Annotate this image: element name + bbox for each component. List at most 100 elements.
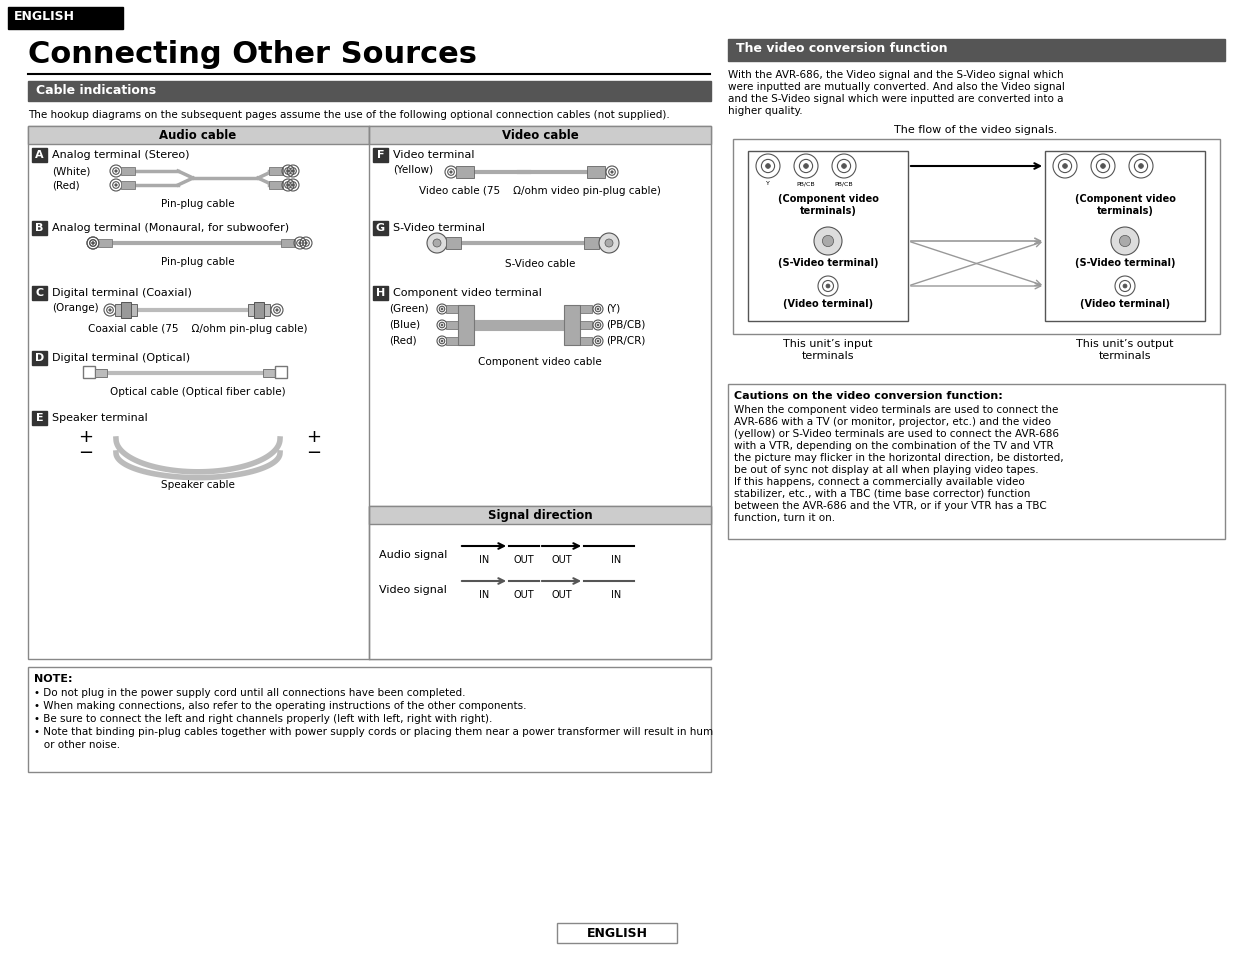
Text: −: − bbox=[306, 443, 321, 461]
Bar bbox=[369, 127, 711, 145]
Circle shape bbox=[305, 243, 308, 245]
Text: This unit’s input
terminals: This unit’s input terminals bbox=[783, 338, 873, 361]
Circle shape bbox=[291, 171, 294, 173]
Text: B: B bbox=[36, 223, 43, 233]
Bar bbox=[748, 152, 908, 322]
Bar bbox=[446, 237, 461, 250]
Circle shape bbox=[433, 240, 441, 248]
Circle shape bbox=[1062, 165, 1067, 170]
Circle shape bbox=[597, 325, 599, 327]
Text: Cable indications: Cable indications bbox=[36, 84, 156, 97]
Text: (PR/CR): (PR/CR) bbox=[606, 335, 646, 346]
Text: ENGLISH: ENGLISH bbox=[587, 926, 647, 939]
Text: This unit’s output
terminals: This unit’s output terminals bbox=[1076, 338, 1173, 361]
Circle shape bbox=[766, 165, 771, 170]
Circle shape bbox=[1123, 285, 1128, 289]
Circle shape bbox=[611, 172, 614, 174]
Bar bbox=[28, 667, 711, 772]
Bar bbox=[98, 240, 112, 248]
Text: (Video terminal): (Video terminal) bbox=[1079, 298, 1170, 309]
Bar bbox=[587, 167, 605, 179]
Text: G: G bbox=[375, 223, 385, 233]
Text: AVR-686 with a TV (or monitor, projector, etc.) and the video: AVR-686 with a TV (or monitor, projector… bbox=[734, 416, 1051, 427]
Bar bbox=[32, 412, 47, 426]
Text: The hookup diagrams on the subsequent pages assume the use of the following opti: The hookup diagrams on the subsequent pa… bbox=[28, 110, 669, 120]
Bar bbox=[282, 240, 295, 248]
Text: Pin-plug cable: Pin-plug cable bbox=[162, 199, 235, 209]
Text: (S-Video terminal): (S-Video terminal) bbox=[1074, 257, 1176, 268]
Text: −: − bbox=[78, 443, 93, 461]
Text: terminals): terminals) bbox=[799, 206, 856, 215]
Text: Video cable: Video cable bbox=[501, 129, 578, 142]
Bar bbox=[369, 506, 711, 659]
Text: Signal direction: Signal direction bbox=[488, 509, 593, 521]
Text: (Blue): (Blue) bbox=[389, 319, 420, 330]
Text: C: C bbox=[36, 288, 43, 297]
Text: OUT: OUT bbox=[552, 555, 572, 564]
Circle shape bbox=[91, 243, 94, 245]
Bar bbox=[275, 367, 287, 378]
Circle shape bbox=[597, 309, 599, 311]
Text: IN: IN bbox=[611, 555, 621, 564]
Text: E: E bbox=[36, 413, 43, 422]
Circle shape bbox=[605, 240, 613, 248]
Bar bbox=[269, 182, 283, 190]
Bar bbox=[580, 337, 592, 346]
Text: H: H bbox=[375, 288, 385, 297]
Circle shape bbox=[599, 233, 619, 253]
Text: and the S-Video signal which were inputted are converted into a: and the S-Video signal which were inputt… bbox=[727, 94, 1063, 104]
Text: • Do not plug in the power supply cord until all connections have been completed: • Do not plug in the power supply cord u… bbox=[35, 687, 466, 698]
Text: higher quality.: higher quality. bbox=[727, 106, 803, 116]
Text: +: + bbox=[78, 428, 93, 446]
Bar bbox=[254, 303, 264, 318]
Circle shape bbox=[441, 309, 443, 311]
Text: OUT: OUT bbox=[514, 555, 535, 564]
Bar bbox=[727, 385, 1225, 539]
Circle shape bbox=[427, 233, 447, 253]
Text: The video conversion function: The video conversion function bbox=[736, 42, 947, 55]
Bar bbox=[446, 306, 458, 314]
Text: F: F bbox=[377, 150, 384, 160]
Circle shape bbox=[291, 185, 294, 187]
Text: Coaxial cable (75    Ω/ohm pin-plug cable): Coaxial cable (75 Ω/ohm pin-plug cable) bbox=[88, 324, 308, 334]
Text: If this happens, connect a commercially available video: If this happens, connect a commercially … bbox=[734, 476, 1025, 486]
Text: (Component video: (Component video bbox=[778, 193, 878, 204]
Circle shape bbox=[115, 171, 117, 173]
Text: When the component video terminals are used to connect the: When the component video terminals are u… bbox=[734, 405, 1058, 415]
Bar bbox=[32, 352, 47, 366]
Bar bbox=[580, 322, 592, 330]
Bar bbox=[121, 168, 135, 175]
Circle shape bbox=[91, 243, 94, 245]
Text: S-Video cable: S-Video cable bbox=[505, 258, 576, 269]
Bar bbox=[369, 506, 711, 524]
Text: Video terminal: Video terminal bbox=[393, 150, 474, 160]
Text: Audio cable: Audio cable bbox=[159, 129, 237, 142]
Text: D: D bbox=[35, 353, 44, 363]
Text: stabilizer, etc., with a TBC (time base corrector) function: stabilizer, etc., with a TBC (time base … bbox=[734, 489, 1030, 498]
Bar bbox=[121, 182, 135, 190]
Bar bbox=[580, 306, 592, 314]
Text: A: A bbox=[35, 150, 43, 160]
Text: be out of sync not display at all when playing video tapes.: be out of sync not display at all when p… bbox=[734, 464, 1039, 475]
Text: NOTE:: NOTE: bbox=[35, 673, 73, 683]
Text: between the AVR-686 and the VTR, or if your VTR has a TBC: between the AVR-686 and the VTR, or if y… bbox=[734, 500, 1047, 511]
Circle shape bbox=[1112, 228, 1139, 255]
Text: • When making connections, also refer to the operating instructions of the other: • When making connections, also refer to… bbox=[35, 700, 526, 710]
Text: IN: IN bbox=[611, 589, 621, 599]
Text: (Video terminal): (Video terminal) bbox=[783, 298, 873, 309]
Text: Analog terminal (Stereo): Analog terminal (Stereo) bbox=[52, 150, 189, 160]
Circle shape bbox=[823, 236, 834, 248]
Text: With the AVR-686, the Video signal and the S-Video signal which: With the AVR-686, the Video signal and t… bbox=[727, 70, 1063, 80]
Text: • Note that binding pin-plug cables together with power supply cords or placing : • Note that binding pin-plug cables toge… bbox=[35, 726, 713, 737]
Circle shape bbox=[814, 228, 842, 255]
Circle shape bbox=[450, 172, 452, 174]
Text: or other noise.: or other noise. bbox=[35, 740, 120, 749]
Bar bbox=[32, 222, 47, 235]
Text: • Be sure to connect the left and right channels properly (left with left, right: • Be sure to connect the left and right … bbox=[35, 713, 493, 723]
Text: with a VTR, depending on the combination of the TV and VTR: with a VTR, depending on the combination… bbox=[734, 440, 1053, 451]
Text: Component video terminal: Component video terminal bbox=[393, 288, 542, 297]
Text: (S-Video terminal): (S-Video terminal) bbox=[778, 257, 878, 268]
Circle shape bbox=[597, 340, 599, 343]
Bar bbox=[7, 8, 124, 30]
Bar bbox=[121, 303, 131, 318]
